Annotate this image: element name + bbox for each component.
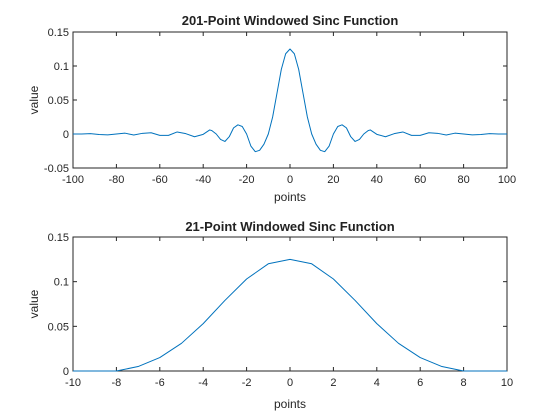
x-tick-label: -60 xyxy=(152,174,168,186)
y-tick-label: 0.05 xyxy=(48,321,69,333)
y-tick-label: 0.1 xyxy=(54,277,69,289)
x-tick-label: 2 xyxy=(330,377,336,389)
plot-area xyxy=(72,31,508,169)
x-tick-label: 10 xyxy=(501,377,513,389)
x-tick-label: 80 xyxy=(457,174,469,186)
plot-area xyxy=(72,236,508,372)
x-tick-label: -6 xyxy=(155,377,165,389)
ticks: -100 -80 -60 -40 -20 0 20 40 60 80 100 -0.05 0 0.05 0.… xyxy=(44,27,516,186)
x-tick-label: -40 xyxy=(195,174,211,186)
x-tick-label: -2 xyxy=(242,377,252,389)
series-layer xyxy=(73,48,507,153)
series-layer xyxy=(73,258,507,372)
x-tick-label: 8 xyxy=(461,377,467,389)
x-tick-label: 60 xyxy=(414,174,426,186)
y-axis-label: value xyxy=(27,85,41,114)
y-tick-label: -0.05 xyxy=(44,163,69,175)
y-tick-label: 0.15 xyxy=(48,232,69,244)
x-tick-label: 4 xyxy=(374,377,380,389)
x-tick-label: -80 xyxy=(108,174,124,186)
x-tick-label: -10 xyxy=(65,377,81,389)
x-tick-label: 0 xyxy=(287,377,293,389)
y-tick-label: 0.05 xyxy=(48,95,69,107)
plot-21-point: 21-Point Windowed Sinc Function points v… xyxy=(27,219,513,411)
series-line xyxy=(73,258,507,372)
plot-title: 21-Point Windowed Sinc Function xyxy=(185,219,394,234)
series-line xyxy=(73,48,507,153)
ticks: -10 -8 -6 -4 -2 0 2 4 6 8 10 0 0.05 0.1 0.15 xyxy=(48,232,514,389)
y-tick-label: 0.15 xyxy=(48,27,69,39)
y-tick-label: 0.1 xyxy=(54,61,69,73)
x-tick-label: 40 xyxy=(371,174,383,186)
x-tick-label: -8 xyxy=(112,377,122,389)
x-tick-label: -100 xyxy=(62,174,84,186)
y-tick-label: 0 xyxy=(63,366,69,378)
plot-201-point: 201-Point Windowed Sinc Function points … xyxy=(27,13,516,204)
x-tick-label: 100 xyxy=(498,174,516,186)
y-axis-label: value xyxy=(27,289,41,318)
x-axis-label: points xyxy=(274,190,306,204)
x-axis-label: points xyxy=(274,397,306,411)
x-tick-label: 6 xyxy=(417,377,423,389)
y-tick-label: 0 xyxy=(63,129,69,141)
plot-title: 201-Point Windowed Sinc Function xyxy=(182,13,399,28)
x-tick-label: -4 xyxy=(198,377,208,389)
x-tick-label: 0 xyxy=(287,174,293,186)
x-tick-label: 20 xyxy=(327,174,339,186)
x-tick-label: -20 xyxy=(239,174,255,186)
